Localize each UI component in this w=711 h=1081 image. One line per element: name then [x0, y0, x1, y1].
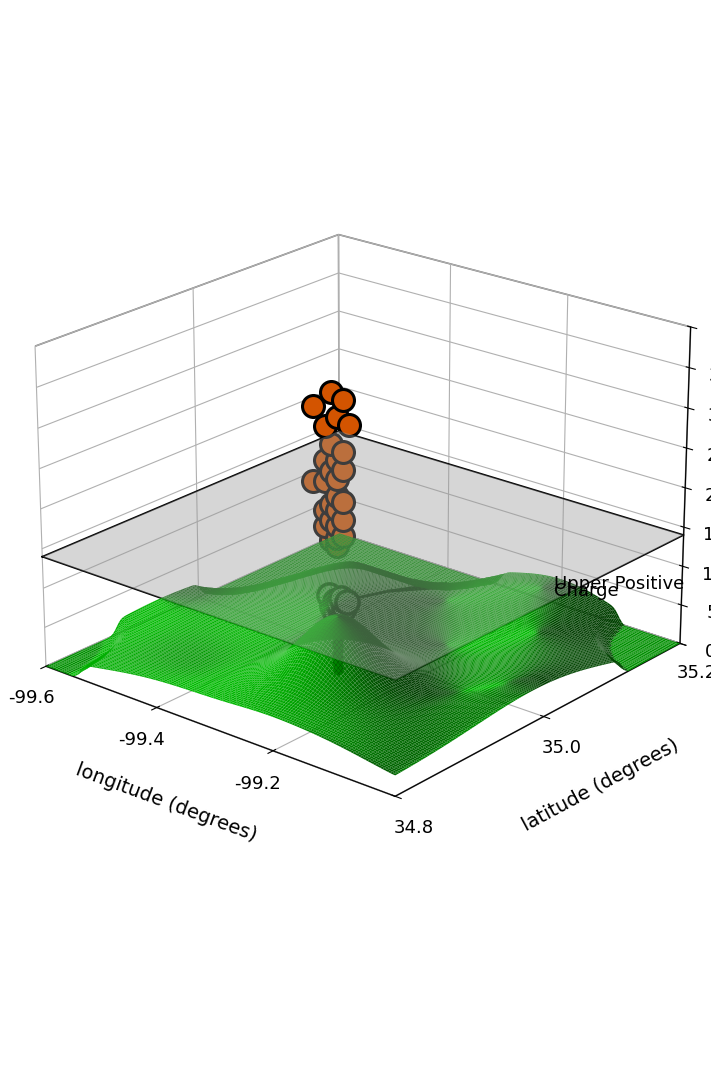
X-axis label: longitude (degrees): longitude (degrees) — [73, 760, 260, 844]
Y-axis label: latitude (degrees): latitude (degrees) — [518, 736, 681, 836]
